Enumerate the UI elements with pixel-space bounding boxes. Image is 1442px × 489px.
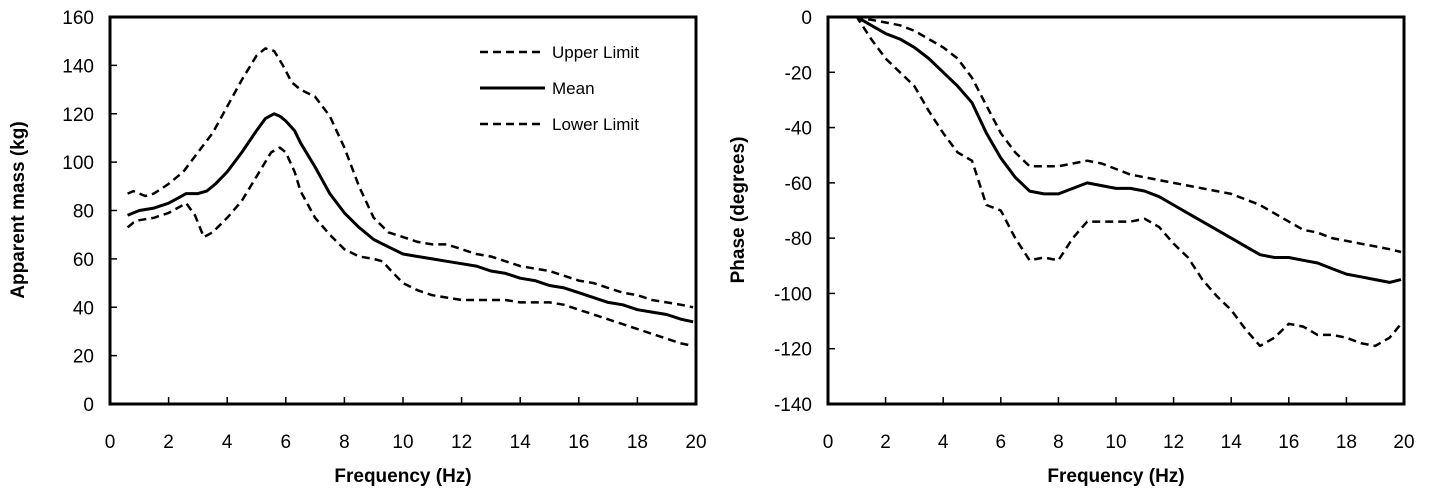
apparent-mass-series (126, 47, 694, 348)
legend-upper-limit-label: Upper Limit (552, 43, 639, 62)
phase-y-tick-label: 0 (801, 8, 812, 29)
apparent-mass-y-tick-label: 80 (73, 202, 94, 223)
phase-series-2-line (842, 15, 1402, 284)
phase-x-axis-title: Frequency (Hz) (1047, 466, 1184, 487)
phase-x-tick-label: 8 (1053, 432, 1064, 453)
apparent-mass-plot-frame (108, 15, 698, 406)
phase-ticks: 0 2 4 6 8 10 12 14 16 18 20 0 -20 -40 -60 -80 -100 -120 -1… (774, 8, 1415, 453)
apparent-mass-ticks: 0 2 4 6 8 10 12 14 16 18 20 0 20 40 60 80 100 120 140 160 (62, 8, 706, 453)
apparent-mass-y-tick-label: 20 (73, 347, 94, 368)
apparent-mass-x-tick-label: 8 (339, 432, 350, 453)
apparent-mass-x-tick-label: 18 (627, 432, 648, 453)
apparent-mass-x-tick-label: 20 (685, 432, 706, 453)
apparent-mass-x-tick-label: 2 (163, 432, 174, 453)
phase-y-tick-label: -100 (774, 284, 812, 305)
apparent-mass-x-tick-label: 6 (281, 432, 292, 453)
phase-y-tick-label: -80 (785, 229, 812, 250)
apparent-mass-chart: 0 2 4 6 8 10 12 14 16 18 20 0 20 40 60 80 100 120 140 160 U… (8, 8, 707, 487)
phase-y-tick-label: -40 (785, 119, 812, 140)
phase-x-tick-label: 0 (823, 432, 834, 453)
phase-x-tick-label: 2 (880, 432, 891, 453)
phase-y-tick-label: -60 (785, 174, 812, 195)
apparent-mass-y-tick-label: 140 (62, 56, 94, 77)
apparent-mass-y-tick-label: 40 (73, 298, 94, 319)
apparent-mass-x-tick-label: 10 (392, 432, 413, 453)
phase-y-tick-label: -140 (774, 395, 812, 416)
legend-mean-label: Mean (552, 79, 595, 98)
phase-x-tick-label: 16 (1278, 432, 1299, 453)
apparent-mass-y-tick-label: 0 (83, 395, 94, 416)
apparent-mass-x-tick-label: 0 (105, 432, 116, 453)
apparent-mass-x-tick-label: 14 (510, 432, 532, 453)
apparent-mass-x-tick-label: 12 (451, 432, 472, 453)
apparent-mass-x-tick-label: 4 (222, 432, 233, 453)
phase-x-tick-label: 6 (996, 432, 1007, 453)
phase-y-axis-title: Phase (degrees) (728, 137, 749, 284)
phase-series-1-line (842, 15, 1402, 254)
phase-x-tick-label: 4 (938, 432, 949, 453)
phase-plot-frame (826, 15, 1406, 406)
apparent-mass-y-tick-label: 120 (62, 105, 94, 126)
apparent-mass-x-axis-title: Frequency (Hz) (334, 466, 471, 487)
phase-y-tick-label: -20 (785, 63, 812, 84)
apparent-mass-y-tick-label: 60 (73, 250, 94, 271)
phase-chart: 0 2 4 6 8 10 12 14 16 18 20 0 -20 -40 -60 -80 -100 -120 -1… (728, 8, 1415, 487)
phase-series (842, 15, 1403, 348)
apparent-mass-legend: Upper Limit Mean Lower Limit (480, 43, 639, 134)
phase-x-tick-label: 20 (1393, 432, 1414, 453)
apparent-mass-lower-limit-line (126, 146, 694, 348)
apparent-mass-y-tick-label: 160 (62, 8, 94, 29)
phase-x-tick-label: 14 (1221, 432, 1243, 453)
phase-x-tick-label: 12 (1163, 432, 1184, 453)
apparent-mass-mean-line (127, 112, 694, 324)
apparent-mass-upper-limit-line (127, 47, 694, 309)
apparent-mass-y-axis-title: Apparent mass (kg) (8, 121, 29, 298)
phase-y-tick-label: -120 (774, 340, 812, 361)
phase-x-tick-label: 10 (1105, 432, 1126, 453)
legend-lower-limit-label: Lower Limit (552, 115, 639, 134)
phase-series-3-line (842, 15, 1403, 348)
phase-x-tick-label: 18 (1336, 432, 1357, 453)
apparent-mass-y-tick-label: 100 (62, 153, 94, 174)
apparent-mass-x-tick-label: 16 (568, 432, 589, 453)
